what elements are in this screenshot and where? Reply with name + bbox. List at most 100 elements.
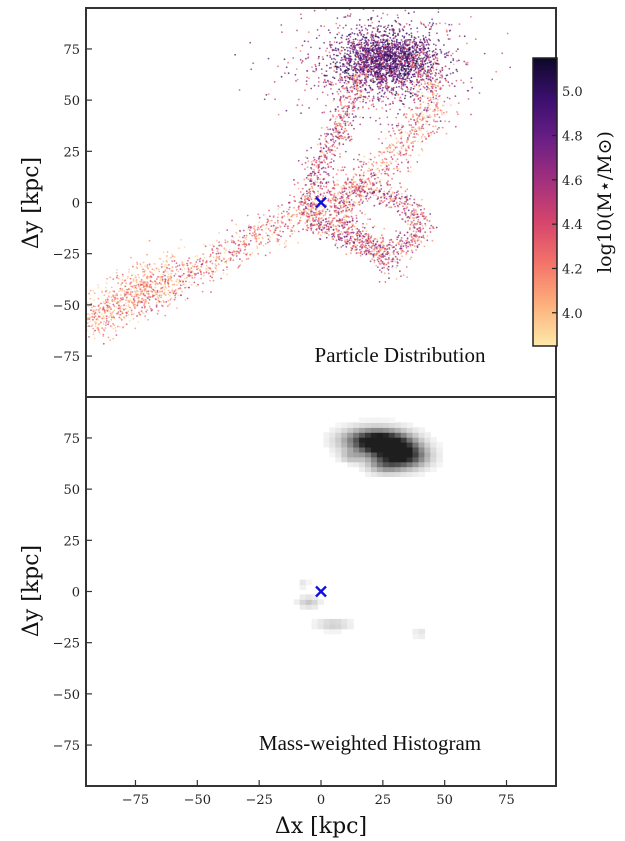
particle-point — [352, 50, 354, 53]
particle-point — [147, 318, 150, 321]
particle-point — [196, 265, 199, 267]
particle-point — [413, 201, 416, 204]
particle-point — [277, 208, 280, 211]
particle-point — [376, 92, 379, 95]
particle-point — [380, 58, 383, 61]
particle-point — [266, 221, 269, 224]
particle-point — [420, 137, 423, 140]
particle-point — [389, 108, 392, 111]
particle-point — [269, 215, 271, 218]
particle-point — [381, 65, 384, 68]
particle-point — [329, 128, 332, 131]
particle-point — [326, 152, 329, 155]
particle-point — [417, 116, 419, 119]
particle-point — [327, 166, 330, 169]
particle-point — [374, 27, 376, 30]
particle-point — [254, 236, 257, 238]
particle-point — [383, 248, 386, 250]
particle-point — [374, 46, 377, 48]
particle-point — [431, 72, 434, 75]
particle-point — [367, 233, 369, 236]
particle-point — [266, 218, 269, 221]
particle-point — [359, 58, 362, 61]
particle-point — [336, 147, 339, 150]
particle-point — [220, 244, 222, 246]
particle-point — [422, 37, 425, 40]
particle-point — [395, 41, 398, 44]
particle-point — [346, 49, 349, 52]
particle-point — [393, 167, 395, 170]
particle-point — [327, 234, 330, 236]
particle-scatter — [86, 8, 512, 345]
particle-point — [272, 216, 275, 219]
particle-point — [422, 234, 425, 237]
particle-point — [384, 79, 386, 82]
particle-point — [397, 93, 400, 96]
particle-point — [117, 307, 120, 310]
particle-point — [319, 187, 322, 189]
particle-point — [422, 113, 425, 116]
particle-point — [212, 245, 215, 248]
particle-point — [426, 239, 429, 242]
particle-point — [260, 241, 262, 244]
particle-point — [356, 82, 359, 84]
particle-point — [400, 202, 403, 204]
particle-point — [406, 194, 408, 197]
particle-point — [417, 53, 420, 56]
particle-point — [303, 192, 305, 195]
particle-point — [407, 136, 409, 139]
particle-point — [344, 244, 347, 246]
particle-point — [362, 173, 365, 175]
particle-point — [388, 75, 391, 78]
particle-point — [435, 86, 437, 89]
particle-point — [385, 28, 387, 30]
particle-point — [177, 287, 180, 290]
particle-point — [363, 58, 365, 60]
particle-point — [427, 105, 429, 107]
particle-point — [216, 250, 219, 253]
particle-point — [418, 127, 421, 130]
particle-point — [247, 226, 250, 229]
particle-point — [419, 118, 421, 121]
particle-point — [397, 234, 400, 237]
particle-point — [410, 56, 412, 59]
particle-point — [441, 126, 444, 129]
particle-point — [320, 155, 323, 158]
particle-point — [348, 101, 350, 104]
particle-point — [418, 235, 421, 238]
particle-point — [372, 37, 375, 39]
particle-point — [430, 63, 432, 66]
particle-point — [99, 332, 101, 335]
particle-point — [217, 248, 220, 251]
particle-point — [396, 126, 399, 129]
particle-point — [195, 285, 198, 288]
particle-point — [384, 25, 387, 28]
particle-point — [424, 136, 426, 138]
particle-point — [428, 56, 430, 59]
particle-point — [293, 230, 296, 233]
particle-point — [430, 27, 432, 30]
particle-point — [395, 45, 398, 47]
particle-point — [371, 31, 374, 33]
particle-point — [401, 40, 404, 43]
particle-point — [407, 219, 409, 222]
particle-point — [311, 187, 314, 190]
particle-point — [411, 61, 414, 64]
particle-point — [368, 84, 371, 87]
particle-point — [423, 245, 426, 248]
particle-point — [435, 78, 437, 81]
particle-point — [436, 59, 439, 62]
particle-point — [409, 92, 412, 95]
particle-point — [353, 60, 356, 63]
particle-point — [345, 129, 348, 132]
particle-point — [380, 172, 383, 175]
particle-point — [375, 60, 378, 63]
particle-point — [332, 61, 335, 64]
particle-point — [410, 249, 413, 252]
particle-point — [374, 180, 377, 183]
particle-point — [428, 53, 431, 56]
particle-point — [389, 52, 392, 54]
particle-point — [397, 16, 399, 19]
particle-point — [226, 273, 229, 276]
particle-point — [359, 50, 362, 52]
